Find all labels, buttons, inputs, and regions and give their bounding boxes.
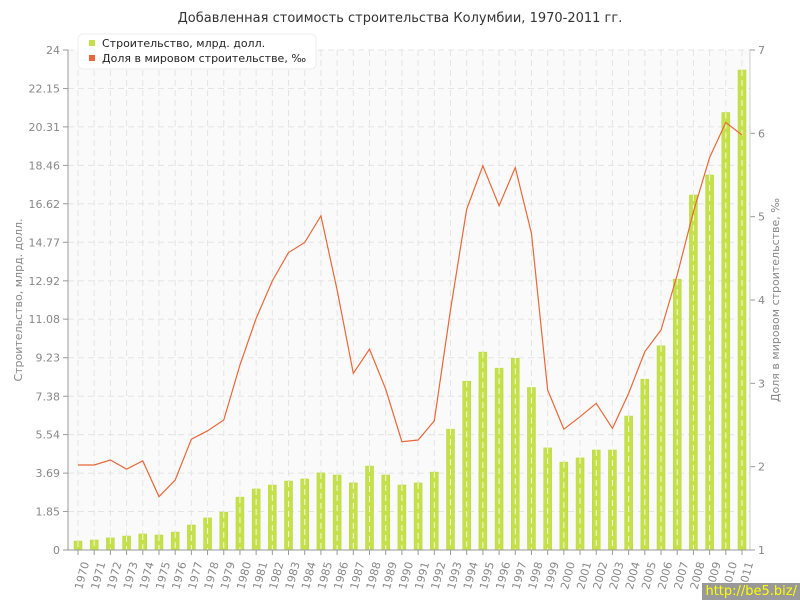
y-tick-label: 0 bbox=[53, 544, 60, 557]
y-tick-label: 7.38 bbox=[36, 390, 61, 403]
legend-swatch-construction bbox=[89, 40, 95, 46]
legend: Строительство, млрд. долл. Доля в мирово… bbox=[77, 33, 317, 70]
y-tick-label: 20.31 bbox=[29, 121, 61, 134]
y2-tick-label: 1 bbox=[758, 544, 765, 557]
y-tick-label: 11.08 bbox=[29, 313, 61, 326]
y-tick-label: 3.69 bbox=[36, 467, 61, 480]
y2-tick-label: 2 bbox=[758, 461, 765, 474]
y-tick-label: 9.23 bbox=[36, 352, 61, 365]
plot-background bbox=[68, 50, 750, 550]
y-tick-label: 14.77 bbox=[29, 236, 61, 249]
y-tick-label: 12.92 bbox=[29, 275, 61, 288]
series-line-share bbox=[78, 121, 743, 498]
y2-tick-label: 4 bbox=[758, 294, 765, 307]
y-tick-label: 16.62 bbox=[29, 198, 61, 211]
y2-tick-label: 5 bbox=[758, 211, 765, 224]
y2-axis-label: Доля в мировом строительстве, ‰ bbox=[769, 198, 782, 402]
legend-label-construction: Строительство, млрд. долл. bbox=[102, 37, 265, 50]
y-tick-label: 24 bbox=[46, 44, 60, 57]
legend-swatch-share bbox=[89, 55, 95, 61]
bar-2009 bbox=[705, 174, 714, 551]
y2-tick-label: 7 bbox=[758, 44, 765, 57]
watermark: http://be5.biz/ bbox=[702, 583, 800, 600]
y-tick-label: 22.15 bbox=[29, 83, 61, 96]
y-axis-label: Строительство, млрд. долл. bbox=[12, 218, 25, 381]
y2-tick-label: 3 bbox=[758, 377, 765, 390]
chart-title: Добавленная стоимость строительства Колу… bbox=[178, 11, 623, 26]
y-tick-label: 18.46 bbox=[29, 159, 61, 172]
legend-label-share: Доля в мировом строительстве, ‰ bbox=[102, 52, 306, 65]
y2-tick-label: 6 bbox=[758, 127, 765, 140]
y-tick-label: 5.54 bbox=[36, 429, 61, 442]
y-tick-label: 1.85 bbox=[36, 505, 61, 518]
bar-1995 bbox=[478, 351, 488, 551]
